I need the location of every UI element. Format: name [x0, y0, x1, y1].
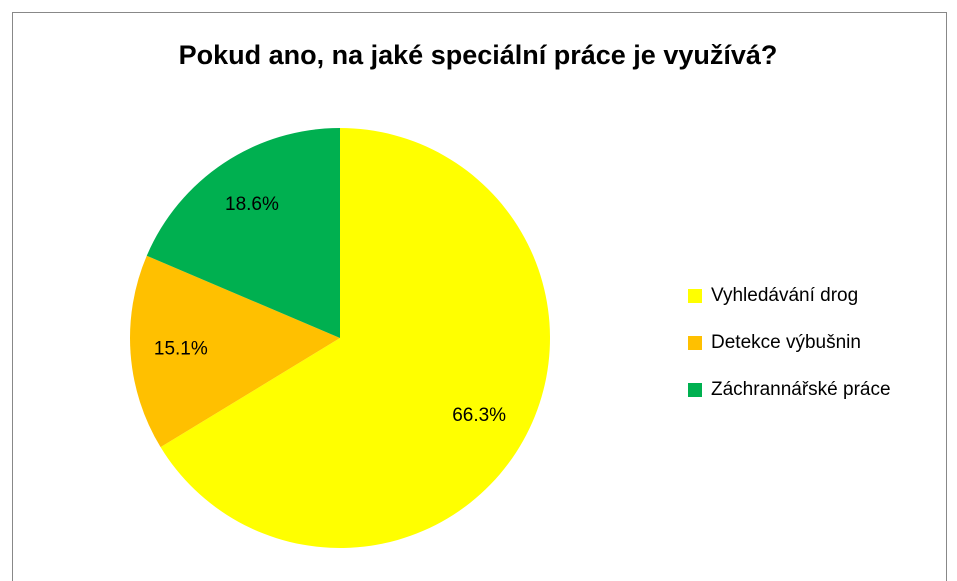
chart-border [12, 12, 947, 581]
legend-swatch [688, 336, 702, 350]
legend-label: Záchrannářské práce [711, 379, 891, 400]
chart-title: Pokud ano, na jaké speciální práce je vy… [179, 40, 778, 70]
legend-label: Vyhledávání drog [711, 285, 858, 306]
pie-slice [146, 127, 340, 339]
legend-label: Detekce výbušnin [711, 332, 861, 353]
data-label: 15.1% [154, 339, 208, 360]
legend-swatch [688, 383, 702, 397]
data-label: 18.6% [225, 194, 279, 215]
pie-slice [160, 128, 550, 548]
pie-slice [129, 255, 340, 448]
data-label: 66.3% [452, 405, 506, 426]
legend-swatch [688, 289, 702, 303]
